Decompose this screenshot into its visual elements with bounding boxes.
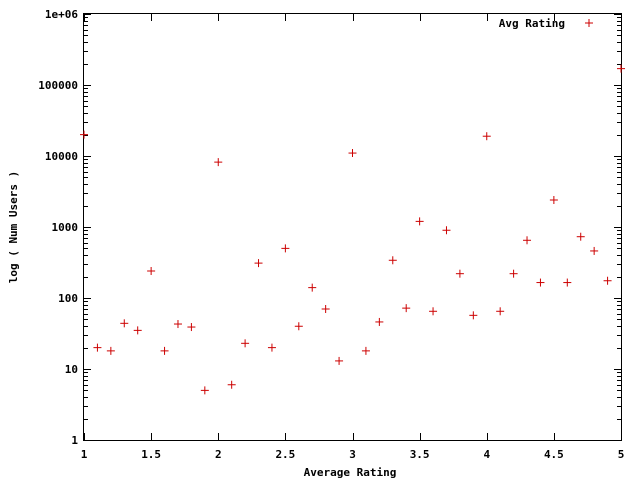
x-tick-label: 4.5 — [544, 448, 564, 461]
data-point — [200, 386, 209, 395]
y-tick-label: 100 — [58, 292, 78, 305]
data-point — [241, 339, 250, 348]
data-point — [536, 278, 545, 287]
x-tick-label: 3.5 — [410, 448, 430, 461]
data-point — [147, 267, 156, 276]
data-point — [523, 236, 532, 245]
x-tick-label: 5 — [618, 448, 625, 461]
data-point — [482, 132, 491, 141]
data-point — [160, 346, 169, 355]
data-point — [509, 269, 518, 278]
data-point — [214, 158, 223, 167]
data-point — [254, 259, 263, 268]
y-tick-label: 1 — [71, 434, 78, 447]
data-point — [415, 217, 424, 226]
x-tick-label: 1 — [81, 448, 88, 461]
y-axis-title: log ( Num Users ) — [7, 171, 20, 284]
data-points — [80, 64, 625, 395]
data-point — [120, 319, 129, 328]
data-point — [281, 244, 290, 253]
data-point — [442, 226, 451, 235]
x-tick-label: 2.5 — [275, 448, 295, 461]
y-tick-label: 10 — [65, 363, 78, 376]
x-tick-label: 4 — [483, 448, 490, 461]
data-point — [402, 304, 411, 313]
x-tick-label: 1.5 — [141, 448, 161, 461]
data-point — [361, 346, 370, 355]
data-point — [617, 64, 625, 73]
data-point — [455, 269, 464, 278]
data-point — [375, 317, 384, 326]
legend-marker-symbol — [585, 19, 593, 27]
y-tick-label: 1e+06 — [45, 8, 78, 21]
data-point — [106, 346, 115, 355]
data-point — [173, 320, 182, 329]
x-tick-label: 3 — [349, 448, 356, 461]
y-tick-label: 100000 — [38, 79, 78, 92]
data-point — [267, 343, 276, 352]
data-point — [348, 149, 357, 158]
data-point — [576, 232, 585, 241]
legend: Avg Rating — [499, 17, 593, 30]
x-axis-title: Average Rating — [304, 466, 397, 479]
y-tick-label: 1000 — [52, 221, 79, 234]
data-point — [388, 256, 397, 265]
data-point — [469, 311, 478, 320]
data-point — [308, 283, 317, 292]
x-tick-label: 2 — [215, 448, 222, 461]
plot-frame — [83, 13, 622, 441]
x-axis-ticks: 1 1.5 2 2.5 3 3.5 4 4.5 5 — [81, 14, 625, 461]
data-point — [563, 278, 572, 287]
legend-marker — [585, 19, 593, 27]
data-point — [93, 343, 102, 352]
data-point — [429, 307, 438, 316]
legend-label: Avg Rating — [499, 17, 565, 30]
data-point — [294, 322, 303, 331]
data-point — [549, 196, 558, 205]
data-point — [335, 356, 344, 365]
data-point — [590, 246, 599, 255]
data-point — [321, 304, 330, 313]
data-point — [603, 276, 612, 285]
data-point — [227, 380, 236, 389]
data-point — [133, 326, 142, 335]
y-axis-ticks: 1 10 100 1000 10000 100000 1e+06 — [38, 8, 621, 447]
data-point — [80, 130, 88, 139]
data-point — [496, 307, 505, 316]
y-tick-label: 10000 — [45, 150, 78, 163]
data-point — [187, 323, 196, 332]
